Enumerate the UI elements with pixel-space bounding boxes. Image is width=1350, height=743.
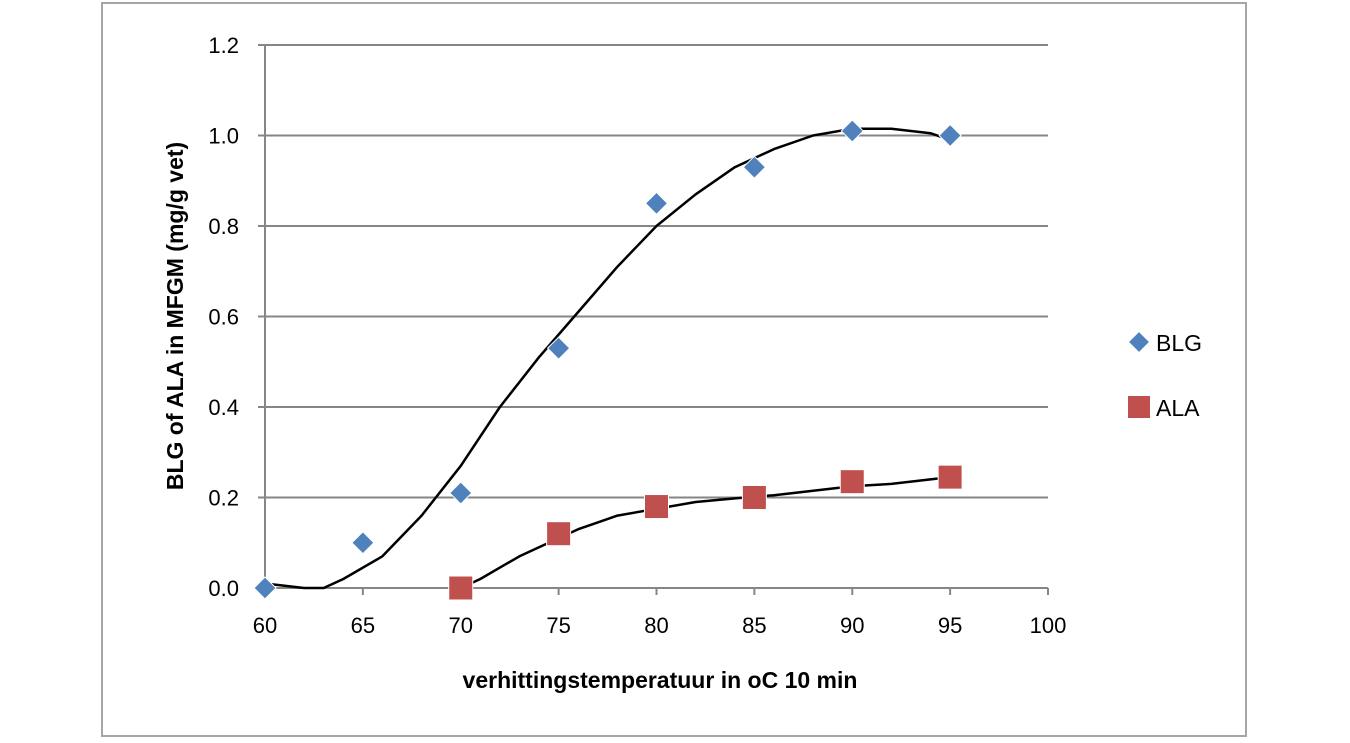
marker-blg [644, 191, 669, 216]
x-tick-label: 70 [449, 613, 473, 638]
legend-marker-ala [1128, 396, 1150, 418]
y-tick-label: 0.6 [208, 305, 239, 330]
y-tick-label: 1.2 [208, 33, 239, 58]
legend-label-blg: BLG [1156, 330, 1202, 356]
y-tick-label: 0.4 [208, 395, 239, 420]
legend-marker-blg [1129, 332, 1149, 352]
marker-blg [546, 336, 571, 360]
legend: BLG ALA [1128, 330, 1202, 421]
trendlines [264, 127, 951, 590]
x-tick-label: 60 [253, 613, 277, 638]
marker-ala [546, 521, 572, 547]
marker-blg [742, 155, 767, 179]
gridlines [265, 44, 1048, 499]
chart-frame [101, 2, 1247, 737]
y-tick-label: 0.0 [208, 576, 239, 601]
y-tick-labels: 0.0 0.2 0.4 0.6 0.8 1.0 1.2 [208, 33, 239, 601]
x-axis-title: verhittingstemperatuur in oC 10 min [463, 667, 858, 693]
x-tick-label: 100 [1030, 613, 1067, 638]
marker-ala [839, 469, 865, 495]
trendline-ala [460, 475, 951, 590]
y-tick-label: 0.8 [208, 214, 239, 239]
marker-ala [937, 464, 963, 490]
y-axis-title: BLG of ALA in MFGM (mg/g vet) [162, 142, 188, 490]
x-tick-label: 75 [546, 613, 570, 638]
y-tick-label: 0.2 [208, 486, 239, 511]
x-tick-labels: 60 65 70 75 80 85 90 95 100 [253, 613, 1067, 638]
x-tick-label: 90 [840, 613, 864, 638]
marker-blg [351, 531, 375, 555]
legend-label-ala: ALA [1156, 395, 1200, 421]
x-tick-label: 85 [742, 613, 766, 638]
x-tick-label: 95 [938, 613, 962, 638]
marker-ala [448, 575, 474, 601]
y-tick-label: 1.0 [208, 124, 239, 149]
marker-ala [741, 485, 767, 510]
data-markers [253, 119, 963, 601]
legend-item-ala: ALA [1128, 395, 1200, 421]
x-tick-label: 80 [644, 613, 668, 638]
marker-blg [253, 576, 277, 600]
marker-blg [840, 119, 864, 143]
marker-blg [449, 481, 473, 505]
legend-item-blg: BLG [1129, 330, 1202, 356]
marker-ala [644, 494, 669, 520]
x-tick-label: 65 [351, 613, 375, 638]
marker-blg [938, 123, 962, 148]
